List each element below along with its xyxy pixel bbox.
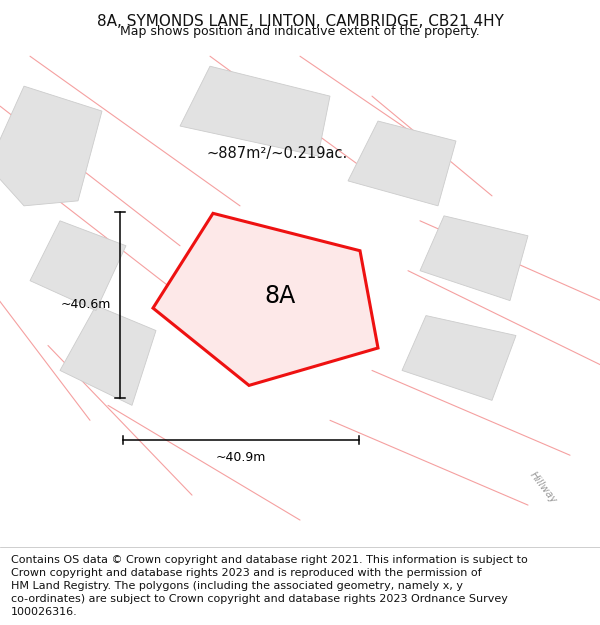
Text: ~40.6m: ~40.6m [61,298,111,311]
Polygon shape [348,121,456,206]
Text: Hillway: Hillway [527,470,559,506]
Polygon shape [0,86,102,206]
Text: 8A, SYMONDS LANE, LINTON, CAMBRIDGE, CB21 4HY: 8A, SYMONDS LANE, LINTON, CAMBRIDGE, CB2… [97,14,503,29]
Polygon shape [153,213,378,386]
Text: ~40.9m: ~40.9m [216,451,266,464]
Polygon shape [30,221,126,311]
Polygon shape [402,316,516,401]
Text: Map shows position and indicative extent of the property.: Map shows position and indicative extent… [120,25,480,38]
Polygon shape [420,216,528,301]
Text: ~887m²/~0.219ac.: ~887m²/~0.219ac. [207,146,348,161]
Polygon shape [60,306,156,406]
Text: Contains OS data © Crown copyright and database right 2021. This information is : Contains OS data © Crown copyright and d… [11,554,527,618]
Text: 8A: 8A [264,284,295,308]
Polygon shape [180,66,330,156]
Polygon shape [210,281,294,356]
